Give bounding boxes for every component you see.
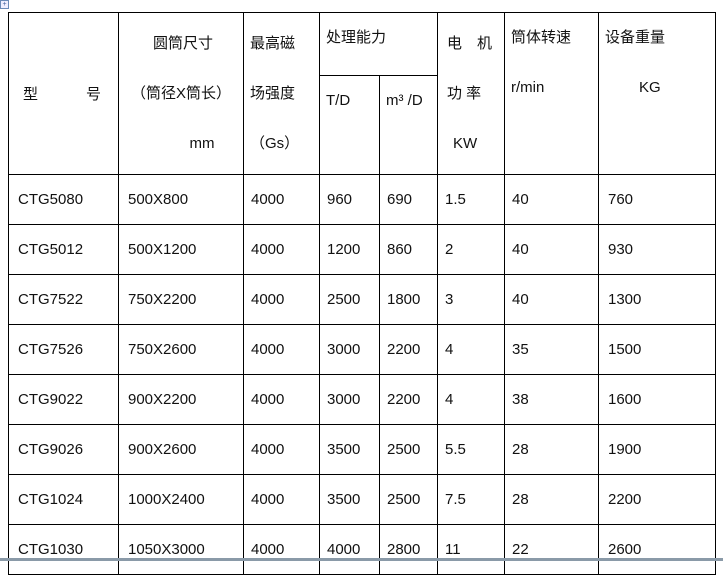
cell-capacity-m3: 860	[379, 224, 438, 275]
cell-capacity-m3: 2500	[379, 474, 438, 525]
cell-motor-power: 7.5	[437, 474, 505, 525]
cell-weight: 1300	[598, 274, 716, 325]
cell-model: CTG7522	[8, 274, 119, 325]
cell-field: 4000	[243, 374, 320, 425]
cell-speed: 40	[504, 174, 599, 225]
cell-capacity-td: 3000	[319, 324, 380, 375]
cell-speed: 38	[504, 374, 599, 425]
cell-size: 750X2200	[118, 274, 244, 325]
table-row: CTG5080 500X800 4000 960 690 1.5 40 760	[8, 174, 716, 225]
table-row: CTG5012 500X1200 4000 1200 860 2 40 930	[8, 224, 716, 275]
header-model-char2: 号	[86, 86, 102, 103]
cell-model: CTG1024	[8, 474, 119, 525]
cell-speed: 28	[504, 424, 599, 475]
header-model-char1: 型	[23, 86, 39, 103]
cell-capacity-td: 3000	[319, 374, 380, 425]
cell-weight: 1900	[598, 424, 716, 475]
cell-model: CTG5080	[8, 174, 119, 225]
cell-field: 4000	[243, 524, 320, 575]
cell-model: CTG5012	[8, 224, 119, 275]
cell-field: 4000	[243, 424, 320, 475]
header-weight: 设备重量 KG	[598, 12, 716, 175]
cell-capacity-td: 1200	[319, 224, 380, 275]
cell-size: 1050X3000	[118, 524, 244, 575]
cell-capacity-m3: 690	[379, 174, 438, 225]
cell-weight: 1600	[598, 374, 716, 425]
table-row: CTG9022 900X2200 4000 3000 2200 4 38 1600	[8, 374, 716, 425]
cell-size: 900X2600	[118, 424, 244, 475]
table-row: CTG9026 900X2600 4000 3500 2500 5.5 28 1900	[8, 424, 716, 475]
cell-size: 1000X2400	[118, 474, 244, 525]
cell-field: 4000	[243, 274, 320, 325]
header-capacity: 处理能力	[319, 12, 438, 76]
cell-size: 750X2600	[118, 324, 244, 375]
table-move-handle-icon[interactable]: +	[0, 0, 9, 9]
cell-capacity-m3: 2200	[379, 324, 438, 375]
cell-size: 900X2200	[118, 374, 244, 425]
cell-weight: 1500	[598, 324, 716, 375]
cell-weight: 760	[598, 174, 716, 225]
header-motor: 电 机功 率 KW	[437, 12, 505, 175]
table-row: CTG7526 750X2600 4000 3000 2200 4 35 1500	[8, 324, 716, 375]
cell-speed: 28	[504, 474, 599, 525]
cell-capacity-td: 2500	[319, 274, 380, 325]
cell-weight: 2600	[598, 524, 716, 575]
cell-speed: 35	[504, 324, 599, 375]
cell-motor-power: 4	[437, 324, 505, 375]
cell-weight: 930	[598, 224, 716, 275]
cell-model: CTG9022	[8, 374, 119, 425]
cell-motor-power: 11	[437, 524, 505, 575]
cell-capacity-m3: 2200	[379, 374, 438, 425]
cell-model: CTG1030	[8, 524, 119, 575]
cell-speed: 40	[504, 224, 599, 275]
cell-capacity-m3: 2500	[379, 424, 438, 475]
cell-motor-power: 3	[437, 274, 505, 325]
cell-capacity-m3: 2800	[379, 524, 438, 575]
cell-field: 4000	[243, 474, 320, 525]
table-row: CTG1024 1000X2400 4000 3500 2500 7.5 28 2200	[8, 474, 716, 525]
cell-model: CTG7526	[8, 324, 119, 375]
cell-motor-power: 2	[437, 224, 505, 275]
header-cap-m3: m³ /D	[379, 75, 438, 175]
table-row: CTG1030 1050X3000 4000 4000 2800 11 22 2600	[8, 524, 716, 575]
cell-weight: 2200	[598, 474, 716, 525]
cell-field: 4000	[243, 224, 320, 275]
cell-speed: 40	[504, 274, 599, 325]
cell-capacity-td: 3500	[319, 474, 380, 525]
cell-motor-power: 4	[437, 374, 505, 425]
header-field: 最高磁 场强度 （Gs）	[243, 12, 320, 175]
cell-capacity-td: 3500	[319, 424, 380, 475]
header-speed: 筒体转速 r/min	[504, 12, 599, 175]
cell-size: 500X1200	[118, 224, 244, 275]
cell-field: 4000	[243, 174, 320, 225]
header-model: 型号	[8, 12, 119, 175]
cell-motor-power: 1.5	[437, 174, 505, 225]
cell-motor-power: 5.5	[437, 424, 505, 475]
cell-capacity-m3: 1800	[379, 274, 438, 325]
cell-capacity-td: 960	[319, 174, 380, 225]
cell-model: CTG9026	[8, 424, 119, 475]
cell-field: 4000	[243, 324, 320, 375]
cell-speed: 22	[504, 524, 599, 575]
page-bottom-border	[0, 558, 723, 561]
cell-capacity-td: 4000	[319, 524, 380, 575]
cell-size: 500X800	[118, 174, 244, 225]
table-row: CTG7522 750X2200 4000 2500 1800 3 40 1300	[8, 274, 716, 325]
header-size: 圆筒尺寸 （筒径X筒长） mm	[118, 12, 244, 175]
header-cap-td: T/D	[319, 75, 380, 175]
